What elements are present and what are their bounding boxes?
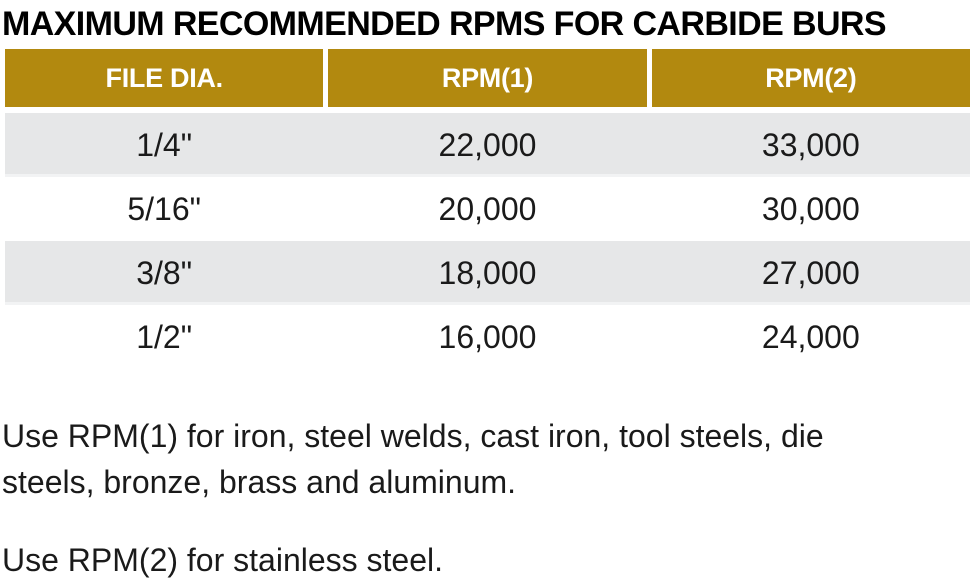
table-cell-rpm2: 27,000 xyxy=(761,254,860,291)
table-cell-file-dia: 5/16" xyxy=(127,190,201,227)
table-cell-rpm1: 22,000 xyxy=(438,126,537,163)
table-cell-rpm2: 30,000 xyxy=(761,190,860,227)
table-row: 1/2" 16,000 24,000 xyxy=(5,305,970,369)
table-cell-rpm2: 24,000 xyxy=(761,318,860,355)
page-title: MAXIMUM RECOMMENDED RPMS FOR CARBIDE BUR… xyxy=(2,5,887,43)
column-header-rpm2: RPM(2) xyxy=(651,49,970,107)
table-cell-file-dia: 1/4" xyxy=(136,126,193,163)
table-row: 1/4" 22,000 33,000 xyxy=(5,113,970,177)
table-cell-rpm2: 33,000 xyxy=(761,126,860,163)
table-body: 1/4" 22,000 33,000 5/16" 20,000 30,000 3… xyxy=(5,113,970,369)
note-line: Use RPM(2) for stainless steel. xyxy=(2,542,444,578)
note-rpm1-usage: Use RPM(1) for iron, steel welds, cast i… xyxy=(2,413,976,505)
note-rpm2-usage: Use RPM(2) for stainless steel. xyxy=(2,537,976,583)
column-header-file-dia: FILE DIA. xyxy=(5,49,324,107)
table-cell-rpm1: 18,000 xyxy=(438,254,537,291)
table-row: 3/8" 18,000 27,000 xyxy=(5,241,970,305)
table-cell-file-dia: 1/2" xyxy=(136,318,193,355)
table-cell-rpm1: 20,000 xyxy=(438,190,537,227)
table-row: 5/16" 20,000 30,000 xyxy=(5,177,970,241)
rpm-table: FILE DIA. RPM(1) RPM(2) 1/4" 22,000 33,0… xyxy=(5,49,970,369)
footnotes: Use RPM(1) for iron, steel welds, cast i… xyxy=(2,413,976,583)
table-cell-rpm1: 16,000 xyxy=(438,318,537,355)
column-header-rpm1: RPM(1) xyxy=(328,49,647,107)
note-line: Use RPM(1) for iron, steel welds, cast i… xyxy=(2,418,824,454)
note-line: steels, bronze, brass and aluminum. xyxy=(2,464,517,500)
table-header-row: FILE DIA. RPM(1) RPM(2) xyxy=(5,49,970,107)
table-cell-file-dia: 3/8" xyxy=(136,254,193,291)
